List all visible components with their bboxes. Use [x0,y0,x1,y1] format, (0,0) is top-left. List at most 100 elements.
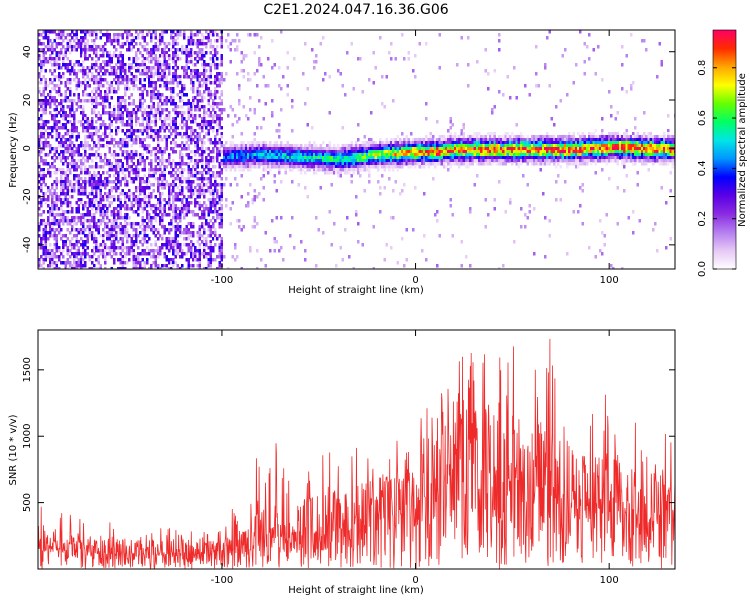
spectrogram-cell [62,171,65,175]
spectrogram-cell [178,249,182,253]
spectrogram-cell [110,81,114,85]
spectrogram-cell [304,150,307,154]
spectrogram-cell [66,138,70,142]
spectrogram-cell [42,219,45,223]
spectrogram-cell [154,123,158,127]
spectrogram-cell [220,90,224,94]
spectrogram-cell [189,138,193,142]
spectrogram-cell [97,258,100,262]
spectrogram-cell [77,198,81,202]
spectrogram-cell [55,132,59,136]
spectrogram-cell [357,57,360,61]
spectrogram-cell [106,111,109,115]
spectrogram-cell [187,171,191,175]
spectrogram-cell [414,141,417,145]
spectrogram-cell [132,261,136,265]
spectrogram-cell [93,30,96,34]
spectrogram-cell [46,36,50,40]
spectrogram-cell [145,126,149,130]
spectrogram-cell [156,39,160,43]
spectrogram-cell [137,201,140,205]
spectrogram-cell [247,144,250,148]
spectrogram-cell [275,144,279,148]
spectrogram-cell [66,45,70,49]
spectrogram-cell [44,144,48,148]
spectrogram-cell [390,150,393,154]
spectrogram-cell [176,240,180,244]
spectrogram-cell [383,159,386,163]
spectrogram-cell [324,153,327,157]
spectrogram-cell [112,180,116,184]
spectrogram-cell [93,63,96,67]
spectrogram-cell [73,216,76,220]
spectrogram-cell [55,219,59,223]
spectrogram-cell [55,204,59,208]
spectrogram-cell [42,108,45,112]
spectrogram-cell [346,156,349,160]
spectrogram-cell [53,84,56,88]
spectrogram-cell [46,171,50,175]
spectrogram-cell [68,111,72,115]
spectrogram-cell [229,222,232,226]
spectrogram-cell [357,159,360,163]
spectrogram-cell [137,204,140,208]
spectrogram-cell [209,168,213,172]
spectrogram-cell [319,186,323,190]
spectrogram-cell [97,225,100,229]
spectrogram-cell [185,132,188,136]
spectrogram-cell [291,147,294,151]
spectrogram-cell [110,123,114,127]
spectrogram-cell [75,36,78,40]
spectrogram-cell [200,192,204,196]
spectrogram-cell [44,99,48,103]
spectrogram-cell [156,267,160,269]
spectrogram-cell [93,126,96,130]
spectrogram-cell [359,144,362,148]
spectrogram-cell [185,57,188,61]
spectrogram-cell [255,150,259,154]
spectrogram-cell [110,165,114,169]
spectrogram-cell [354,213,358,217]
spectrogram-cell [196,42,199,46]
spectrogram-cell [181,120,184,124]
spectrogram-cell [277,144,281,148]
spectrogram-cell [253,51,257,55]
spectrogram-cell [374,150,378,154]
spectrogram-cell [115,117,118,121]
spectrogram-cell [423,234,426,238]
spectrogram-cell [273,165,276,169]
spectrogram-cell [225,39,228,43]
spectrogram-cell [112,138,116,142]
spectrogram-cell [73,93,76,97]
spectrogram-cell [75,216,78,220]
spectrogram-cell [321,159,325,163]
spectrogram-cell [181,252,184,256]
spectrogram-cell [148,237,151,241]
spectrogram-cell [62,234,65,238]
spectrogram-cell [141,252,144,256]
spectrogram-cell [46,39,50,43]
spectrogram-cell [82,90,85,94]
spectrogram-cell [284,162,287,166]
spectrogram-cell [178,207,182,211]
spectrogram-cell [438,135,441,139]
spectrogram-cell [40,246,43,250]
spectrogram-cell [240,144,243,148]
spectrogram-cell [75,75,78,79]
spectrogram-cell [40,159,43,163]
spectrogram-cell [167,183,171,187]
spectrogram-cell [115,48,118,52]
spectrogram-cell [154,60,158,64]
spectrogram-cell [123,102,127,106]
spectrogram-cell [156,141,160,145]
spectrogram-cell [178,219,182,223]
spectrogram-cell [55,66,59,70]
spectrogram-cell [110,111,114,115]
spectrogram-cell [447,162,450,166]
spectrogram-cell [315,165,318,169]
spectrogram-cell [150,204,153,208]
spectrogram-cell [97,261,100,265]
spectrogram-cell [214,120,217,124]
spectrogram-cell [407,51,411,55]
spectrogram-cell [101,210,105,214]
